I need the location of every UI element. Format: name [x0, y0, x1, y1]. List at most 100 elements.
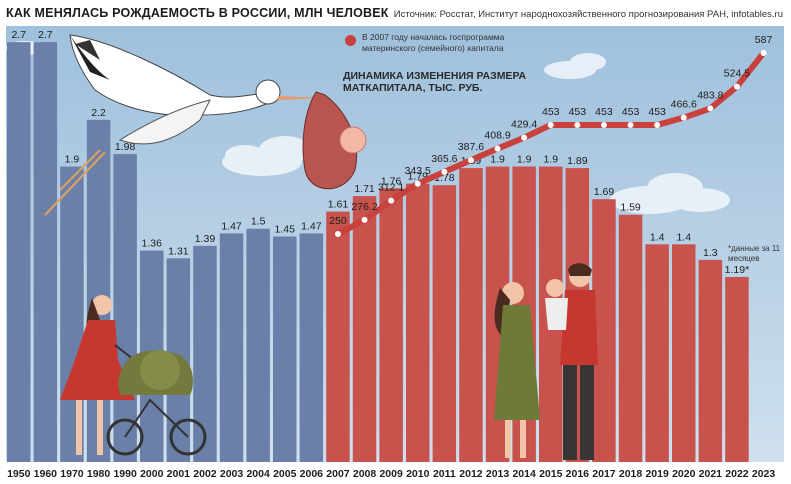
x-tick-2013: 2013: [486, 468, 510, 480]
line-label-2023: 587: [755, 34, 773, 46]
x-tick-bg-1950: [7, 462, 31, 482]
x-tick-2008: 2008: [353, 468, 377, 480]
x-tick-bg-2005: [273, 462, 297, 482]
bar-1960: [33, 42, 58, 463]
x-tick-2020: 2020: [672, 468, 696, 480]
x-tick-bg-2023: [751, 462, 776, 482]
bar-label-2019: 1.4: [650, 231, 665, 243]
x-tick-2002: 2002: [193, 468, 217, 480]
x-tick-2015: 2015: [539, 468, 563, 480]
line-label-2012: 387.6: [458, 141, 484, 153]
x-tick-2001: 2001: [167, 468, 191, 480]
legend: В 2007 году началась госпрограмма матери…: [345, 32, 545, 54]
bar-2002: [193, 245, 217, 462]
line-point-2009: [388, 197, 395, 204]
line-point-2023: [760, 50, 767, 56]
x-tick-bg-2007: [326, 462, 350, 482]
line-label-2009: 312.1: [378, 182, 404, 194]
stork-illustration: [44, 34, 367, 216]
x-tick-2004: 2004: [246, 468, 270, 480]
x-tick-2012: 2012: [459, 468, 483, 480]
line-label-2020: 466.6: [671, 99, 697, 111]
bar-2022: [725, 276, 749, 462]
mother-stroller-illustration: [60, 295, 207, 456]
x-tick-bg-2019: [645, 462, 669, 482]
line-point-2022: [733, 83, 740, 90]
x-tick-bg-2014: [512, 462, 536, 482]
x-tick-1950: 1950: [7, 468, 31, 480]
x-tick-2016: 2016: [566, 468, 590, 480]
x-tick-bg-2006: [299, 462, 324, 482]
x-tick-1990: 1990: [113, 468, 137, 480]
line-point-2010: [414, 180, 421, 187]
x-tick-bg-1960: [33, 462, 58, 482]
x-tick-2018: 2018: [619, 468, 643, 480]
x-tick-bg-1980: [86, 462, 111, 482]
x-tick-2007: 2007: [326, 468, 350, 480]
line-label-2019: 453: [648, 106, 666, 118]
bar-label-2018: 1.59: [620, 202, 641, 214]
x-tick-2006: 2006: [300, 468, 324, 480]
x-tick-2003: 2003: [220, 468, 244, 480]
bar-label-2005: 1.45: [275, 224, 296, 236]
bar-label-2016: 1.89: [567, 155, 588, 167]
legend-dot-icon: [345, 35, 356, 46]
bar-label-1990: 1.98: [115, 141, 136, 153]
bar-label-1970: 1.9: [65, 154, 80, 166]
line-label-2008: 276.2: [351, 201, 377, 213]
x-tick-bg-2013: [485, 462, 510, 482]
bar-2008: [352, 196, 377, 462]
bar-2003: [219, 233, 244, 462]
bar-1990: [113, 154, 137, 462]
bar-label-2015: 1.9: [543, 154, 558, 166]
line-label-2014: 429.4: [511, 119, 537, 131]
x-tick-2017: 2017: [592, 468, 616, 480]
family-illustration: [494, 263, 598, 460]
line-label-2021: 483.8: [697, 89, 723, 101]
bar-2007: [326, 211, 350, 462]
bar-label-1960: 2.7: [38, 29, 53, 41]
line-point-2007: [334, 231, 341, 237]
x-tick-bg-2012: [459, 462, 483, 482]
bar-2018: [618, 214, 643, 462]
bar-label-2020: 1.4: [676, 231, 691, 243]
line-label-2022: 524.5: [724, 68, 750, 80]
bar-label-2008: 1.71: [354, 183, 375, 195]
x-tick-2023: 2023: [752, 468, 776, 480]
bar-1950: [7, 42, 31, 463]
line-point-2011: [441, 168, 448, 175]
line-point-2015: [547, 121, 554, 128]
line-point-2018: [627, 121, 634, 128]
bar-label-2013: 1.9: [490, 154, 505, 166]
x-tick-2005: 2005: [273, 468, 297, 480]
line-point-2021: [707, 105, 714, 112]
x-tick-1960: 1960: [34, 468, 58, 480]
x-axis-labels: 1950 1960 1970 1980 1990 2000 2001 2002 2003 2004…: [7, 462, 775, 482]
line-point-2014: [521, 134, 528, 141]
line-label-2007: 250: [329, 215, 347, 227]
x-tick-bg-2020: [672, 462, 696, 482]
bar-label-2014: 1.9: [517, 154, 532, 166]
bar-2019: [645, 244, 669, 462]
bar-label-2000: 1.36: [142, 238, 163, 250]
x-tick-1980: 1980: [87, 468, 111, 480]
bar-label-1980: 2.2: [91, 107, 106, 119]
x-tick-bg-2008: [352, 462, 377, 482]
x-tick-2014: 2014: [512, 468, 536, 480]
x-tick-2022: 2022: [725, 468, 749, 480]
bar-2020: [672, 244, 696, 462]
line-point-2012: [467, 157, 474, 164]
x-tick-bg-2000: [140, 462, 164, 482]
line-point-2013: [494, 145, 501, 152]
x-tick-2010: 2010: [406, 468, 430, 480]
x-tick-2000: 2000: [140, 468, 164, 480]
source-note: Источник: Росстат, Институт народнохозяй…: [393, 9, 783, 20]
x-tick-bg-2009: [379, 462, 403, 482]
page-title: КАК МЕНЯЛАСЬ РОЖДАЕМОСТЬ В РОССИИ, МЛН Ч…: [6, 6, 389, 20]
x-tick-2019: 2019: [645, 468, 669, 480]
line-point-2020: [680, 114, 687, 121]
x-tick-bg-2004: [246, 462, 270, 482]
x-tick-bg-2010: [406, 462, 430, 482]
bar-label-2021: 1.3: [703, 247, 718, 259]
